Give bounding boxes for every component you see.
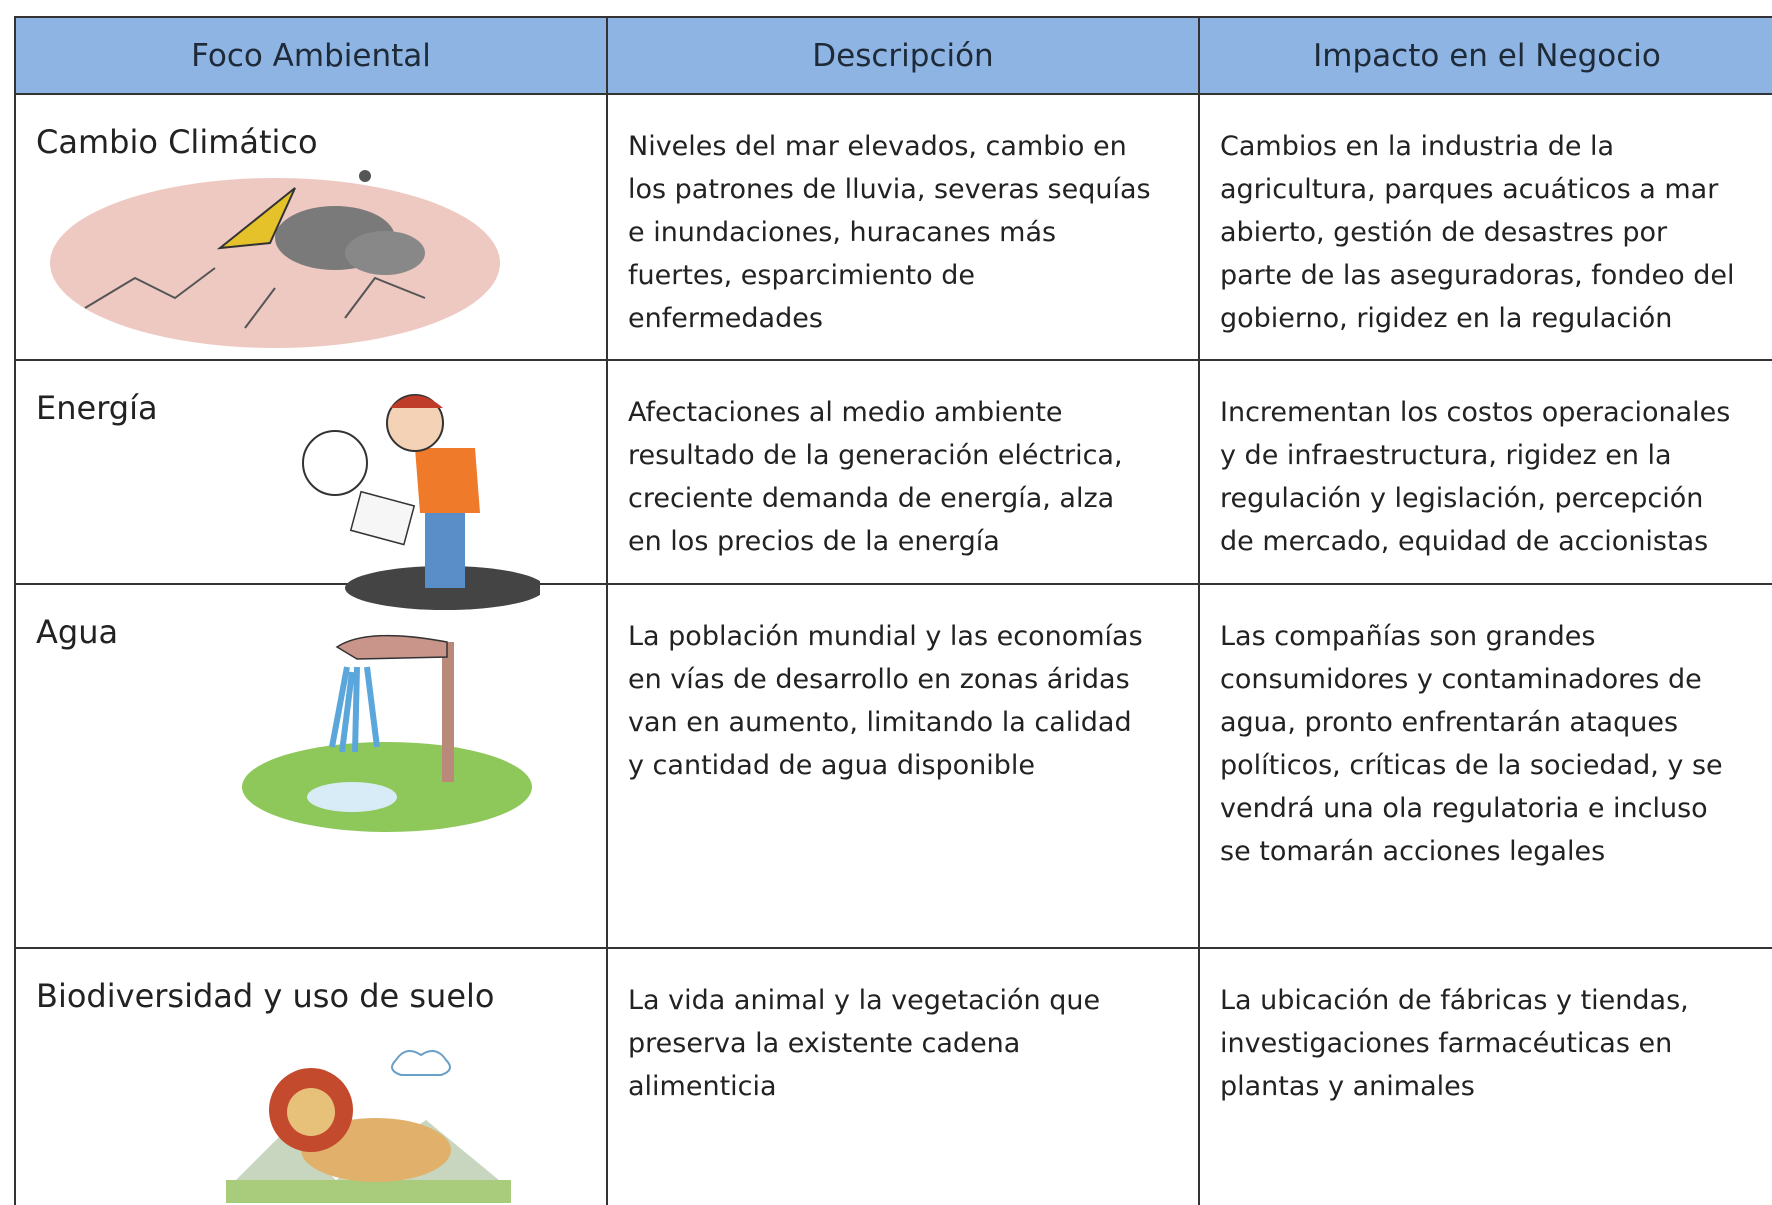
- text-line: vendrá una ola regulatoria e incluso: [1220, 793, 1708, 824]
- cloud: [391, 1050, 451, 1076]
- header-cell: Impacto en el Negocio: [1198, 16, 1772, 93]
- header-cell: Descripción: [606, 16, 1198, 93]
- text-cell: La vida animal y la vegetación que preser…: [606, 947, 1198, 1205]
- thought-bubble: [302, 430, 368, 496]
- shirt: [415, 448, 480, 513]
- text-line: resultado de la generación eléctrica,: [628, 440, 1123, 471]
- focus-cell: Biodiversidad y uso de suelo: [14, 947, 606, 1205]
- text-line: en los precios de la energía: [628, 526, 1000, 557]
- text-line: consumidores y contaminadores de: [1220, 664, 1702, 695]
- text-line: fuertes, esparcimiento de: [628, 260, 975, 291]
- fly: [359, 170, 371, 182]
- illustration-biodiversity: [226, 1050, 511, 1203]
- head: [386, 394, 444, 452]
- text-line: investigaciones farmacéuticas en: [1220, 1028, 1673, 1059]
- text-cell: La ubicación de fábricas y tiendas, inves…: [1198, 947, 1772, 1205]
- grass: [242, 742, 532, 832]
- skull: [216, 187, 296, 250]
- pipe: [442, 642, 454, 782]
- focus-cell: Energía: [14, 359, 606, 583]
- text-line: plantas y animales: [1220, 1071, 1475, 1102]
- text-line: de mercado, equidad de accionistas: [1220, 526, 1709, 557]
- text-line: La vida animal y la vegetación que: [628, 985, 1101, 1016]
- legs: [425, 508, 465, 588]
- text-line: abierto, gestión de desastres por: [1220, 217, 1668, 248]
- text-line: van en aumento, limitando la calidad: [628, 707, 1132, 738]
- focus-cell: Cambio Climático: [14, 93, 606, 359]
- text-cell: Afectaciones al medio ambiente resultado …: [606, 359, 1198, 583]
- focus-cell: Agua: [14, 583, 606, 947]
- text-line: y cantidad de agua disponible: [628, 750, 1036, 781]
- text-cell: Niveles del mar elevados, cambio en los p…: [606, 93, 1198, 359]
- illustration-energy: [302, 394, 540, 610]
- text-line: políticos, críticas de la sociedad, y se: [1220, 750, 1723, 781]
- cracked-ground: [50, 178, 500, 348]
- text-cell: La población mundial y las economías en v…: [606, 583, 1198, 947]
- text-line: preserva la existente cadena: [628, 1028, 1021, 1059]
- text-line: agricultura, parques acuáticos a mar: [1220, 174, 1719, 205]
- text-line: enfermedades: [628, 303, 823, 334]
- text-line: los patrones de lluvia, severas sequías: [628, 174, 1151, 205]
- text-line: La población mundial y las economías: [628, 621, 1143, 652]
- text-line: Cambios en la industria de la: [1220, 131, 1615, 162]
- faucet: [335, 634, 448, 660]
- illustration-water: [242, 634, 532, 832]
- text-cell: Las compañías son grandes consumidores y …: [1198, 583, 1772, 947]
- text-line: agua, pronto enfrentarán ataques: [1220, 707, 1679, 738]
- water-stream: [329, 666, 380, 753]
- grass: [226, 1180, 511, 1203]
- text-cell: Incrementan los costos operacionales y de…: [1198, 359, 1772, 583]
- text-line: en vías de desarrollo en zonas áridas: [628, 664, 1130, 695]
- paper: [349, 490, 416, 546]
- text-line: regulación y legislación, percepción: [1220, 483, 1704, 514]
- text-line: gobierno, rigidez en la regulación: [1220, 303, 1673, 334]
- lion-face: [287, 1088, 335, 1136]
- text-line: alimenticia: [628, 1071, 777, 1102]
- text-line: y de infraestructura, rigidez en la: [1220, 440, 1672, 471]
- text-line: creciente demanda de energía, alza: [628, 483, 1115, 514]
- text-line: La ubicación de fábricas y tiendas,: [1220, 985, 1689, 1016]
- text-line: parte de las aseguradoras, fondeo del: [1220, 260, 1735, 291]
- text-line: e inundaciones, huracanes más: [628, 217, 1057, 248]
- text-line: Niveles del mar elevados, cambio en: [628, 131, 1127, 162]
- text-line: Incrementan los costos operacionales: [1220, 397, 1731, 428]
- illustration-climate: [50, 170, 500, 348]
- text-line: se tomarán acciones legales: [1220, 836, 1606, 867]
- header-cell: Foco Ambiental: [14, 16, 606, 93]
- text-line: Afectaciones al medio ambiente: [628, 397, 1063, 428]
- rock: [345, 231, 425, 275]
- text-cell: Cambios en la industria de la agricultura…: [1198, 93, 1772, 359]
- text-line: Las compañías son grandes: [1220, 621, 1596, 652]
- cap: [390, 395, 443, 408]
- cracks: [84, 267, 426, 329]
- puddle: [307, 782, 397, 812]
